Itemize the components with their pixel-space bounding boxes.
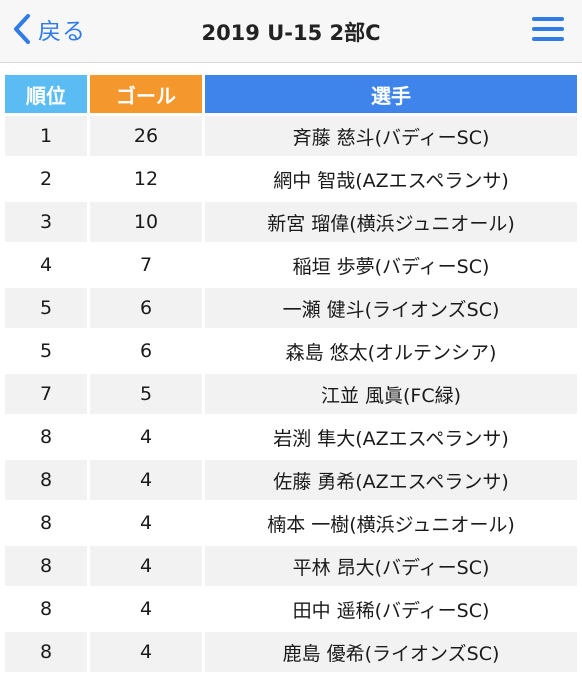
goal-cell: 10 bbox=[90, 202, 202, 242]
table-row: 8 4 楠本 一樹(横浜ジュニオール) bbox=[5, 503, 577, 543]
rank-cell: 8 bbox=[5, 460, 87, 500]
goal-column-header: ゴール bbox=[90, 75, 202, 113]
player-cell: 鹿島 優希(ライオンズSC) bbox=[205, 632, 577, 672]
table-header-row: 順位 ゴール 選手 bbox=[5, 75, 577, 113]
page-title: 2019 U-15 2部C bbox=[201, 21, 381, 45]
rank-cell: 2 bbox=[5, 159, 87, 199]
rank-cell: 8 bbox=[5, 632, 87, 672]
goal-cell: 4 bbox=[90, 417, 202, 457]
rank-cell: 3 bbox=[5, 202, 87, 242]
goal-cell: 12 bbox=[90, 159, 202, 199]
goal-cell: 4 bbox=[90, 546, 202, 586]
goal-cell: 5 bbox=[90, 374, 202, 414]
table-row: 4 7 稲垣 歩夢(バディーSC) bbox=[5, 245, 577, 285]
rank-cell: 4 bbox=[5, 245, 87, 285]
hamburger-menu-icon[interactable] bbox=[532, 17, 564, 43]
rank-cell: 7 bbox=[5, 374, 87, 414]
player-cell: 新宮 瑠偉(横浜ジュニオール) bbox=[205, 202, 577, 242]
chevron-left-icon bbox=[14, 14, 30, 44]
table-row: 8 4 鹿島 優希(ライオンズSC) bbox=[5, 632, 577, 672]
player-cell: 佐藤 勇希(AZエスペランサ) bbox=[205, 460, 577, 500]
player-column-header: 選手 bbox=[205, 75, 577, 113]
table-row: 5 6 森島 悠太(オルテンシア) bbox=[5, 331, 577, 371]
table-row: 8 4 佐藤 勇希(AZエスペランサ) bbox=[5, 460, 577, 500]
player-cell: 田中 遥稀(バディーSC) bbox=[205, 589, 577, 629]
goal-cell: 4 bbox=[90, 503, 202, 543]
table-row: 1 26 斉藤 慈斗(バディーSC) bbox=[5, 116, 577, 156]
player-cell: 森島 悠太(オルテンシア) bbox=[205, 331, 577, 371]
table-row: 2 12 網中 智哉(AZエスペランサ) bbox=[5, 159, 577, 199]
rank-cell: 1 bbox=[5, 116, 87, 156]
table-row: 3 10 新宮 瑠偉(横浜ジュニオール) bbox=[5, 202, 577, 242]
table-row: 5 6 一瀬 健斗(ライオンズSC) bbox=[5, 288, 577, 328]
goal-cell: 4 bbox=[90, 589, 202, 629]
back-button[interactable]: 戻る bbox=[12, 12, 86, 46]
goal-cell: 6 bbox=[90, 288, 202, 328]
rank-cell: 5 bbox=[5, 331, 87, 371]
goal-cell: 6 bbox=[90, 331, 202, 371]
table-row: 7 5 江並 風眞(FC緑) bbox=[5, 374, 577, 414]
player-cell: 斉藤 慈斗(バディーSC) bbox=[205, 116, 577, 156]
table-body: 1 26 斉藤 慈斗(バディーSC) 2 12 網中 智哉(AZエスペランサ) 3 10 新宮 … bbox=[5, 116, 577, 672]
player-cell: 稲垣 歩夢(バディーSC) bbox=[205, 245, 577, 285]
rank-column-header: 順位 bbox=[5, 75, 87, 113]
rank-cell: 8 bbox=[5, 589, 87, 629]
rank-cell: 8 bbox=[5, 546, 87, 586]
player-cell: 楠本 一樹(横浜ジュニオール) bbox=[205, 503, 577, 543]
rank-cell: 5 bbox=[5, 288, 87, 328]
goal-cell: 4 bbox=[90, 632, 202, 672]
goal-cell: 4 bbox=[90, 460, 202, 500]
goal-cell: 26 bbox=[90, 116, 202, 156]
player-cell: 江並 風眞(FC緑) bbox=[205, 374, 577, 414]
rank-cell: 8 bbox=[5, 417, 87, 457]
navigation-bar: 戻る 2019 U-15 2部C bbox=[0, 0, 582, 63]
player-cell: 岩渕 隼大(AZエスペランサ) bbox=[205, 417, 577, 457]
scorers-table: 順位 ゴール 選手 1 26 斉藤 慈斗(バディーSC) 2 12 網中 智哉(AZエスペ… bbox=[2, 72, 580, 675]
back-label: 戻る bbox=[38, 19, 86, 45]
player-cell: 平林 昂大(バディーSC) bbox=[205, 546, 577, 586]
player-cell: 一瀬 健斗(ライオンズSC) bbox=[205, 288, 577, 328]
rank-cell: 8 bbox=[5, 503, 87, 543]
table-row: 8 4 岩渕 隼大(AZエスペランサ) bbox=[5, 417, 577, 457]
table-row: 8 4 田中 遥稀(バディーSC) bbox=[5, 589, 577, 629]
table-row: 8 4 平林 昂大(バディーSC) bbox=[5, 546, 577, 586]
goal-cell: 7 bbox=[90, 245, 202, 285]
player-cell: 網中 智哉(AZエスペランサ) bbox=[205, 159, 577, 199]
